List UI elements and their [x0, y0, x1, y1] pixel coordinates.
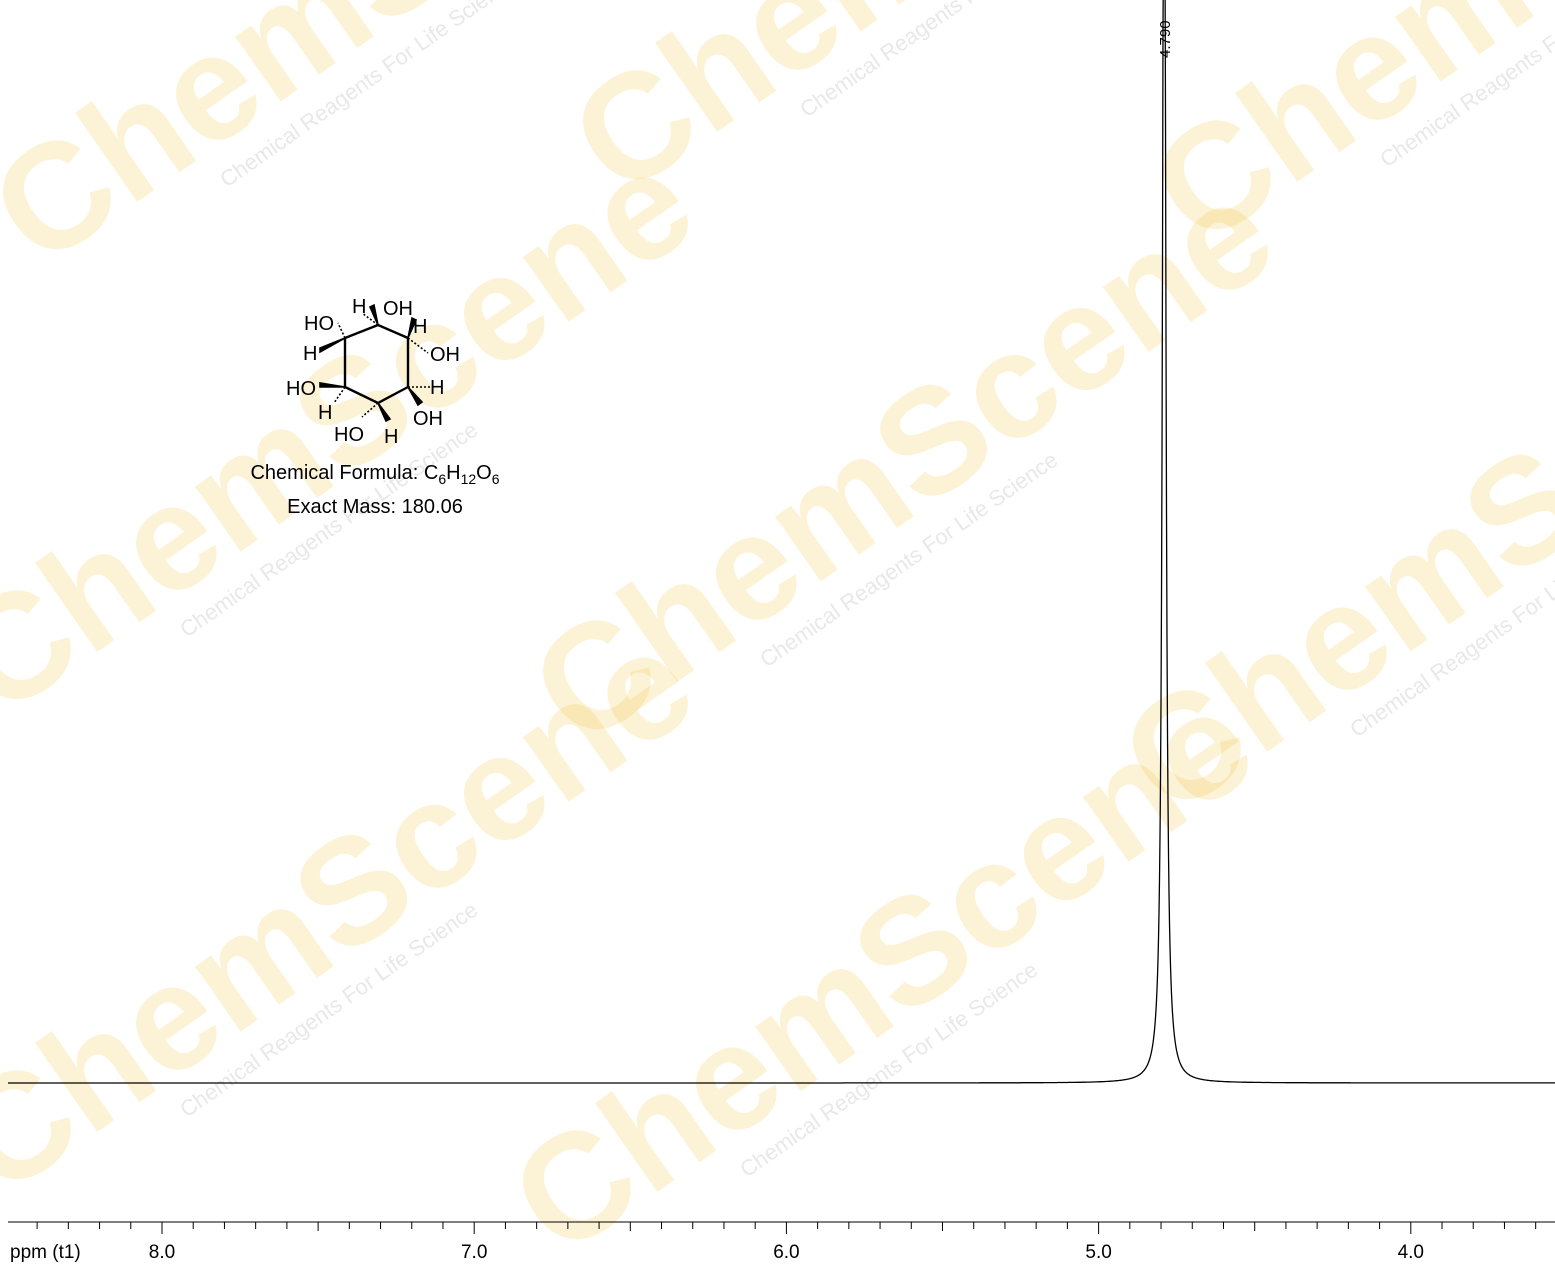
tick-label: 6.0 — [773, 1242, 799, 1263]
atom-label: HO — [304, 313, 334, 335]
cyclohexane-ring — [343, 323, 410, 405]
x-axis: 8.07.06.05.04.03.02.01.00.0 ppm (t1) — [8, 1221, 1555, 1263]
atom-label: OH — [413, 408, 443, 430]
atom-label: H — [303, 343, 317, 365]
x-axis-ticks: 8.07.06.05.04.03.02.01.00.0 — [36, 1222, 1537, 1263]
tick-label: 8.0 — [149, 1242, 175, 1263]
inositol-structure: HO H OH H H OH HO H H HO H OH — [286, 296, 460, 448]
atom-label: H — [352, 296, 366, 318]
formula-label: Chemical Formula: — [250, 462, 424, 484]
atom-label: OH — [383, 298, 413, 320]
atom-label: HO — [334, 424, 364, 446]
peak-label-group: 4.7903.349 — [1157, 20, 1174, 58]
atom-label: H — [413, 316, 427, 338]
chemical-formula: Chemical Formula: C6H12O6 — [165, 462, 585, 487]
atom-label: H — [384, 426, 398, 448]
atom-label: H — [430, 377, 444, 399]
spectrum-trace — [8, 0, 1555, 1084]
stereo-bonds — [319, 303, 430, 423]
tick-label: 7.0 — [461, 1242, 487, 1263]
tick-label: 5.0 — [1085, 1242, 1111, 1263]
formula-value: C6H12O6 — [423, 462, 500, 487]
atom-label: OH — [430, 344, 460, 366]
peak-label: 4.790 — [1157, 20, 1174, 58]
atom-labels: HO H OH H H OH HO H H HO H OH — [286, 296, 460, 448]
atom-label: HO — [286, 378, 316, 400]
tick-label: 4.0 — [1398, 1242, 1424, 1263]
exact-mass: Exact Mass: 180.06 — [287, 496, 463, 518]
atom-label: H — [318, 402, 332, 424]
x-axis-label: ppm (t1) — [10, 1242, 81, 1263]
